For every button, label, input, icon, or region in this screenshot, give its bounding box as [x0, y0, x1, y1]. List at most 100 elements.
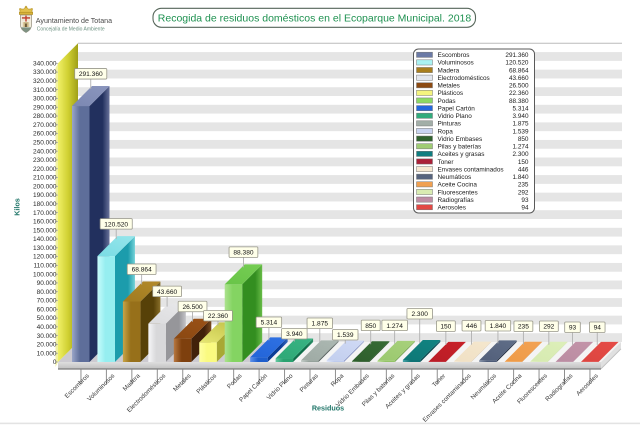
svg-text:26.500: 26.500 [182, 304, 203, 311]
svg-text:310.000: 310.000 [33, 87, 57, 94]
svg-text:Residuos: Residuos [312, 404, 344, 413]
svg-text:1.840: 1.840 [490, 323, 507, 330]
svg-text:Recogida de residuos doméstico: Recogida de residuos domésticos en el Ec… [158, 12, 472, 24]
svg-text:320.000: 320.000 [33, 78, 57, 85]
svg-text:22.360: 22.360 [208, 313, 229, 320]
svg-text:446: 446 [466, 323, 477, 330]
svg-text:291.360: 291.360 [505, 52, 529, 59]
svg-text:Podas: Podas [438, 98, 456, 105]
svg-text:93: 93 [569, 325, 577, 332]
svg-text:2.300: 2.300 [513, 151, 529, 158]
svg-text:Voluminosos: Voluminosos [438, 60, 474, 67]
svg-text:130.000: 130.000 [33, 245, 57, 252]
svg-text:Toner: Toner [438, 159, 455, 166]
svg-text:Electrodomésticos: Electrodomésticos [438, 75, 490, 82]
svg-text:20.000: 20.000 [37, 342, 57, 349]
svg-text:70.000: 70.000 [37, 298, 57, 305]
svg-text:Pilas y baterías: Pilas y baterías [438, 144, 482, 151]
svg-text:Aceite Cocina: Aceite Cocina [438, 182, 478, 189]
svg-text:Ayuntamiento de Totana: Ayuntamiento de Totana [36, 17, 112, 25]
svg-text:292: 292 [543, 324, 554, 331]
svg-text:850: 850 [518, 136, 529, 143]
svg-text:Metales: Metales [438, 83, 460, 90]
svg-text:Vidrio Embases: Vidrio Embases [438, 136, 483, 143]
svg-text:235: 235 [518, 182, 529, 189]
svg-text:850: 850 [365, 323, 376, 330]
svg-text:40.000: 40.000 [37, 324, 57, 331]
svg-text:292: 292 [518, 189, 529, 196]
svg-text:Radiografías: Radiografías [438, 197, 474, 204]
svg-text:5.314: 5.314 [513, 105, 529, 112]
svg-text:68.864: 68.864 [132, 267, 153, 274]
svg-text:230.000: 230.000 [33, 157, 57, 164]
svg-text:Ropa: Ropa [438, 128, 454, 135]
svg-text:Papel Cartón: Papel Cartón [438, 105, 476, 112]
svg-text:Pinturas: Pinturas [438, 121, 461, 128]
svg-text:220.000: 220.000 [33, 166, 57, 173]
svg-text:1.875: 1.875 [513, 121, 529, 128]
svg-text:Concejalía de Medio Ambiente: Concejalía de Medio Ambiente [37, 26, 105, 32]
svg-text:Fluorescentes: Fluorescentes [438, 189, 478, 196]
svg-text:240.000: 240.000 [33, 148, 57, 155]
svg-text:10.000: 10.000 [37, 350, 57, 357]
svg-text:93: 93 [521, 197, 529, 204]
svg-text:94: 94 [594, 325, 602, 332]
svg-text:88.380: 88.380 [509, 98, 529, 105]
svg-text:Kilos: Kilos [13, 198, 22, 216]
svg-text:291.360: 291.360 [79, 71, 103, 78]
svg-text:270.000: 270.000 [33, 122, 57, 129]
svg-text:1.875: 1.875 [312, 321, 329, 328]
svg-text:290.000: 290.000 [33, 104, 57, 111]
svg-text:88.380: 88.380 [233, 250, 254, 257]
svg-text:2.300: 2.300 [411, 311, 428, 318]
svg-text:5.314: 5.314 [261, 320, 278, 327]
svg-text:110.000: 110.000 [33, 262, 56, 269]
svg-text:Envases contaminados: Envases contaminados [438, 166, 504, 173]
svg-text:Aceites y grasas: Aceites y grasas [438, 151, 485, 158]
svg-text:260.000: 260.000 [33, 131, 57, 138]
svg-text:150: 150 [518, 159, 529, 166]
svg-text:90.000: 90.000 [37, 280, 57, 287]
svg-text:100.000: 100.000 [33, 271, 57, 278]
svg-text:43.660: 43.660 [509, 75, 529, 82]
svg-text:330.000: 330.000 [33, 69, 57, 76]
svg-text:1.274: 1.274 [513, 144, 529, 151]
svg-text:Madera: Madera [438, 67, 460, 74]
svg-text:446: 446 [518, 166, 529, 173]
svg-text:26.500: 26.500 [509, 83, 529, 90]
svg-text:1.840: 1.840 [513, 174, 529, 181]
svg-text:250.000: 250.000 [33, 139, 57, 146]
svg-text:120.520: 120.520 [505, 60, 529, 67]
svg-text:190.000: 190.000 [33, 192, 57, 199]
svg-text:150: 150 [440, 324, 451, 331]
svg-text:94: 94 [521, 205, 529, 212]
svg-text:120.000: 120.000 [33, 254, 57, 261]
svg-text:Aerosoles: Aerosoles [438, 205, 466, 212]
svg-text:150.000: 150.000 [33, 227, 57, 234]
svg-text:140.000: 140.000 [33, 236, 57, 243]
svg-text:235: 235 [518, 324, 529, 331]
svg-text:180.000: 180.000 [33, 201, 57, 208]
svg-text:22.360: 22.360 [509, 90, 529, 97]
svg-text:3.940: 3.940 [286, 331, 303, 338]
svg-text:200.000: 200.000 [33, 183, 57, 190]
svg-text:60.000: 60.000 [37, 306, 57, 313]
svg-text:210.000: 210.000 [33, 175, 57, 182]
svg-text:30.000: 30.000 [37, 333, 57, 340]
svg-text:300.000: 300.000 [33, 96, 57, 103]
svg-text:340.000: 340.000 [33, 60, 57, 67]
svg-text:120.520: 120.520 [104, 221, 128, 228]
svg-text:Neumáticos: Neumáticos [438, 174, 472, 181]
svg-text:1.539: 1.539 [513, 128, 529, 135]
svg-text:68.864: 68.864 [509, 67, 529, 74]
svg-text:160.000: 160.000 [33, 219, 57, 226]
svg-text:Plásticos: Plásticos [438, 90, 464, 97]
svg-text:Vidrio Plano: Vidrio Plano [438, 113, 473, 120]
svg-text:80.000: 80.000 [37, 289, 57, 296]
svg-text:50.000: 50.000 [37, 315, 57, 322]
svg-text:1.274: 1.274 [386, 323, 403, 330]
svg-text:0: 0 [53, 359, 57, 366]
svg-text:3.940: 3.940 [513, 113, 529, 120]
svg-text:Escombros: Escombros [438, 52, 470, 59]
svg-text:280.000: 280.000 [33, 113, 57, 120]
